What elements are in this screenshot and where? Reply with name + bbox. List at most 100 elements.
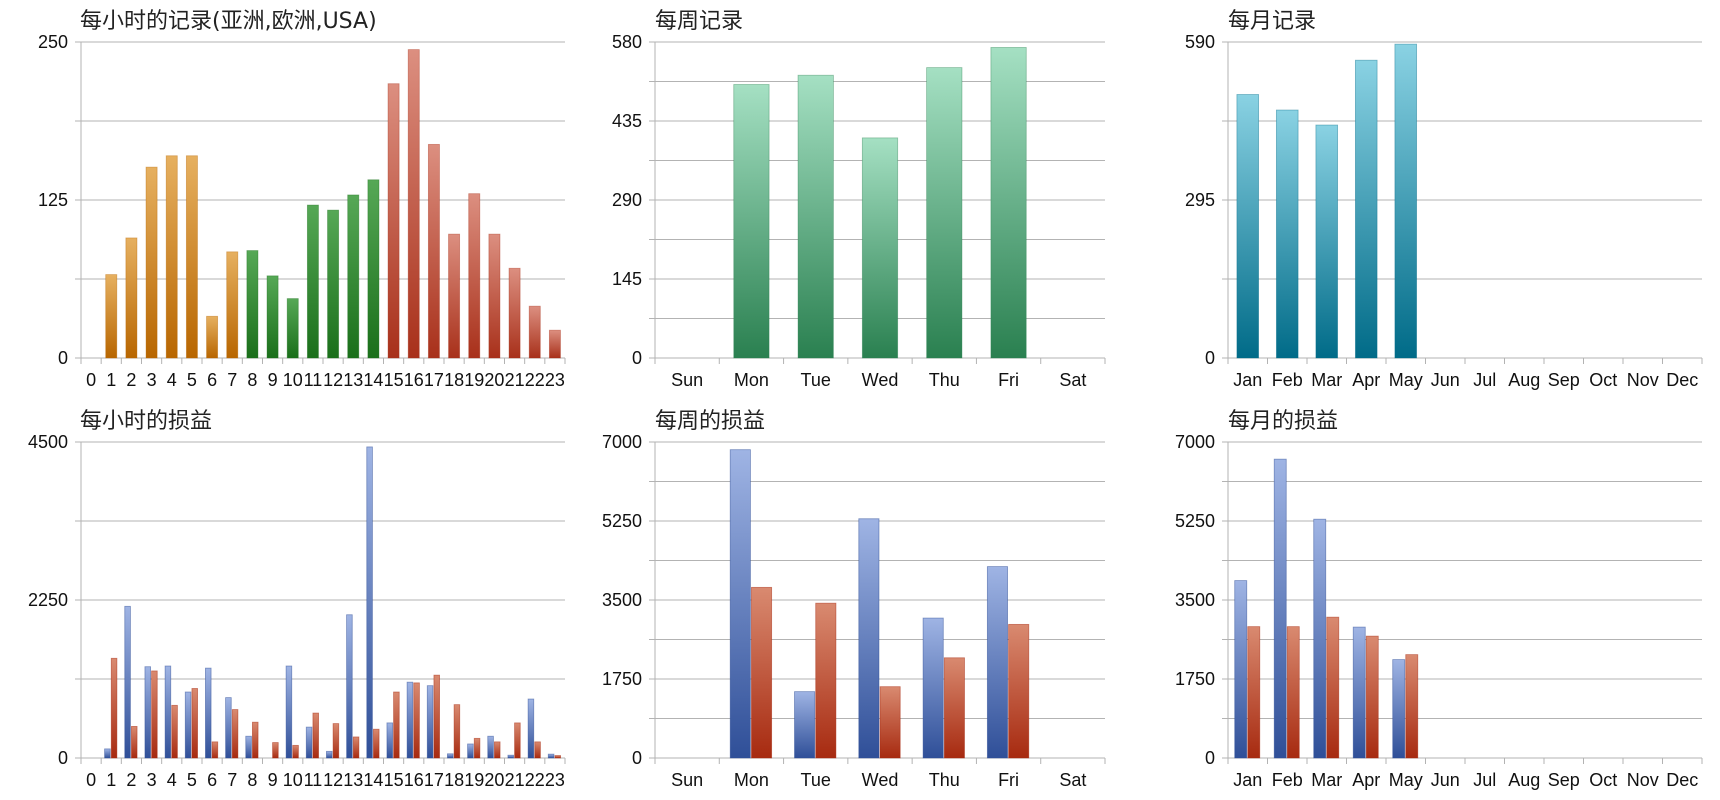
bar [1275, 109, 1299, 359]
bar [413, 682, 420, 759]
bar [352, 736, 360, 759]
x-tick-label: 13 [343, 370, 363, 390]
x-tick-label: Jan [1233, 370, 1262, 390]
bar [861, 137, 899, 359]
x-tick-label: Jun [1431, 370, 1460, 390]
x-tick-label: 11 [304, 770, 323, 790]
x-tick-label: 16 [404, 770, 424, 790]
bar [815, 602, 837, 759]
bar [508, 267, 521, 359]
x-tick-label: 5 [187, 770, 197, 790]
bar [879, 686, 901, 759]
x-tick-label: 1 [106, 370, 116, 390]
x-tick-label: Jul [1473, 770, 1496, 790]
bar [1247, 626, 1261, 759]
chart-title: 每周记录 [655, 9, 743, 34]
y-tick-label: 3500 [1175, 590, 1215, 610]
bar [406, 681, 414, 759]
x-tick-label: Jun [1431, 770, 1460, 790]
bar [548, 329, 561, 359]
bar [527, 698, 535, 759]
x-tick-label: 14 [363, 370, 383, 390]
bar [1315, 124, 1339, 359]
y-tick-label: 435 [612, 111, 642, 131]
x-tick-label: 3 [147, 370, 157, 390]
x-tick-label: Oct [1589, 370, 1617, 390]
chart-title: 每周的损益 [655, 409, 765, 434]
bar [366, 446, 373, 759]
bar [246, 250, 259, 359]
bar [145, 166, 158, 359]
x-tick-label: Jan [1233, 770, 1262, 790]
chart-weekly-records: 每周记录 0 145 290 435 580 Sun Mon Tue Wed Thu Fri Sat [612, 9, 1106, 390]
bar [285, 665, 293, 759]
x-tick-label: Sat [1059, 770, 1086, 790]
x-tick-label: 12 [323, 370, 343, 390]
bar [1273, 458, 1287, 759]
x-tick-label: Wed [862, 770, 899, 790]
x-tick-label: 8 [247, 370, 257, 390]
y-tick-label: 580 [612, 32, 642, 52]
bar [206, 315, 219, 359]
bar [205, 667, 212, 759]
chart-title: 每月记录 [1228, 9, 1316, 34]
x-tick-label: 1 [106, 770, 116, 790]
y-tick-label: 5250 [1175, 511, 1215, 531]
bar [131, 726, 138, 759]
x-tick-label: Mar [1311, 370, 1342, 390]
x-tick-label: Sep [1548, 770, 1580, 790]
bar [433, 674, 440, 759]
x-tick-label: Fri [998, 370, 1019, 390]
y-tick-label: 0 [632, 348, 642, 368]
bar [306, 204, 319, 359]
bar [346, 614, 353, 759]
x-tick-label: 2 [126, 770, 136, 790]
bar [151, 670, 158, 759]
bar [729, 449, 751, 759]
bar [407, 49, 420, 359]
x-tick-label: 5 [187, 370, 197, 390]
y-tick-label: 3500 [602, 590, 642, 610]
x-tick-label: 23 [545, 770, 565, 790]
bar [191, 688, 198, 759]
bar [468, 193, 481, 359]
x-tick-label: 22 [525, 770, 545, 790]
x-tick-label: 10 [283, 370, 303, 390]
bar [922, 617, 944, 759]
x-tick-label: Dec [1666, 770, 1698, 790]
x-tick-label: Oct [1589, 770, 1617, 790]
x-tick-label: Aug [1508, 770, 1540, 790]
x-tick-label: 6 [207, 370, 217, 390]
bar [1313, 518, 1327, 759]
x-tick-label: Wed [862, 370, 899, 390]
y-tick-label: 1750 [602, 669, 642, 689]
x-tick-label: May [1389, 370, 1423, 390]
x-tick-label: 14 [363, 770, 383, 790]
y-tick-label: 0 [58, 348, 68, 368]
bar [453, 704, 461, 759]
bar [794, 691, 816, 759]
bar [733, 84, 770, 359]
y-tick-label: 0 [632, 748, 642, 768]
bar [386, 722, 393, 759]
x-tick-label: 18 [444, 370, 464, 390]
x-tick-label: 19 [464, 770, 484, 790]
x-tick-label: 21 [505, 370, 525, 390]
chart-weekly-profit-loss: 每周的损益 0 1750 3500 5250 7000 Sun Mon Tue Wed Thu Fr… [602, 409, 1106, 790]
x-tick-label: 17 [424, 370, 444, 390]
x-tick-label: Sat [1059, 370, 1086, 390]
x-tick-label: Feb [1272, 370, 1303, 390]
bar [226, 251, 239, 359]
bar [312, 712, 319, 759]
bar [858, 518, 880, 759]
x-tick-label: Mon [734, 370, 769, 390]
bar [507, 754, 514, 759]
x-tick-label: 20 [484, 370, 504, 390]
x-tick-label: Dec [1666, 370, 1698, 390]
bar [494, 741, 501, 759]
bar [447, 753, 454, 759]
bar [185, 155, 198, 359]
x-tick-label: 7 [227, 370, 237, 390]
x-tick-label: Sun [671, 370, 703, 390]
x-tick-label: Tue [801, 770, 831, 790]
